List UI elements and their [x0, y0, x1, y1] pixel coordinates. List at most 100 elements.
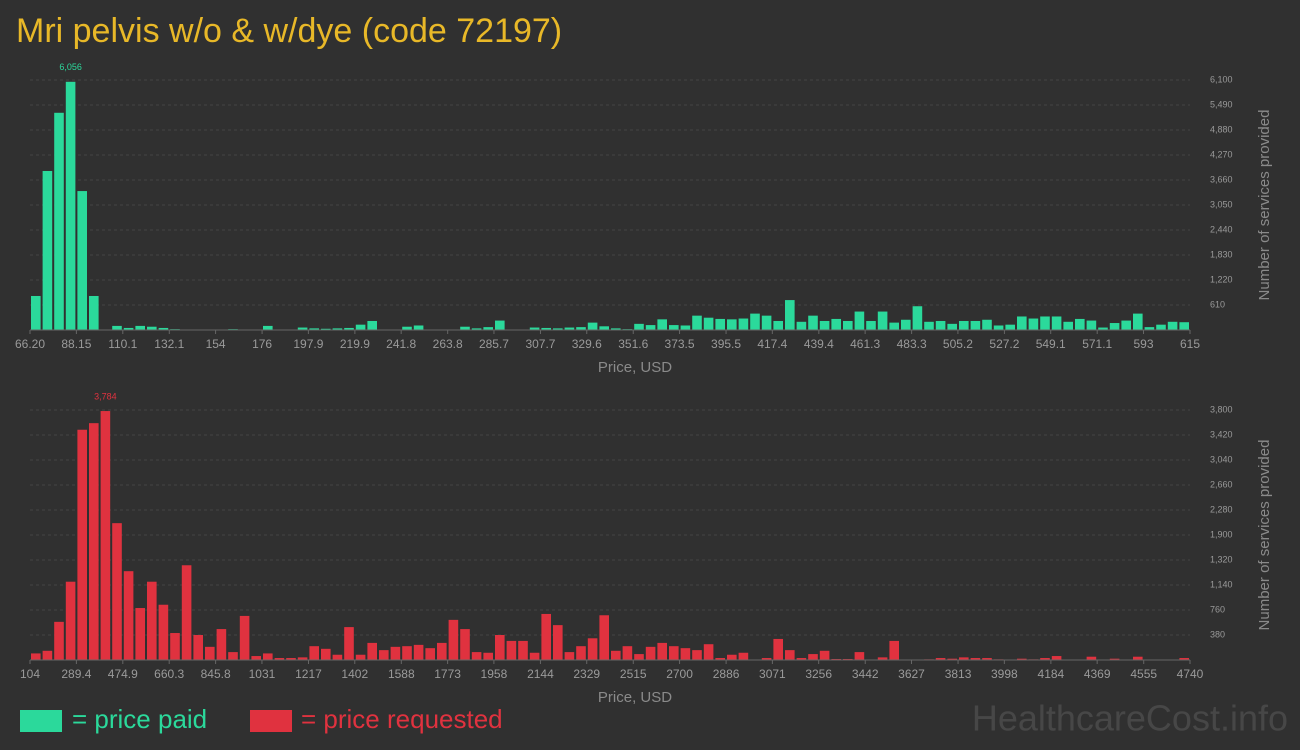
- bar: [471, 652, 482, 660]
- bar: [1051, 656, 1062, 660]
- bar: [877, 657, 888, 660]
- x-tick-label: 351.6: [618, 337, 648, 351]
- bar: [935, 320, 946, 330]
- x-tick-label: 2329: [573, 667, 600, 681]
- bar: [31, 653, 41, 660]
- bar: [495, 320, 505, 330]
- bar: [680, 325, 691, 330]
- bar: [727, 319, 737, 330]
- bar: [1063, 321, 1073, 330]
- bar: [680, 648, 691, 660]
- bar: [321, 648, 331, 660]
- legend-swatch: [20, 710, 62, 732]
- x-tick-label: 3813: [945, 667, 972, 681]
- x-tick-label: 104: [20, 667, 40, 681]
- bar: [147, 326, 157, 330]
- y-tick-label: 760: [1210, 604, 1225, 614]
- bar: [332, 328, 343, 330]
- bar: [645, 325, 656, 330]
- bar: [321, 328, 331, 330]
- x-tick-label: 373.5: [665, 337, 695, 351]
- x-tick-label: 1958: [481, 667, 508, 681]
- y-tick-label: 2,280: [1210, 504, 1233, 514]
- bar: [773, 320, 783, 330]
- bar: [982, 319, 992, 330]
- bar: [843, 320, 853, 330]
- bar: [495, 635, 505, 660]
- legend-label: = price paid: [72, 704, 207, 734]
- bar: [889, 640, 899, 660]
- bar: [947, 658, 957, 660]
- x-tick-label: 1773: [434, 667, 461, 681]
- y-tick-label: 1,140: [1210, 579, 1233, 589]
- bar: [1086, 320, 1097, 330]
- bar: [935, 658, 946, 660]
- bar: [993, 325, 1004, 330]
- bar: [1167, 321, 1178, 330]
- bar: [692, 315, 702, 330]
- bar: [634, 323, 644, 330]
- bar: [1179, 658, 1189, 660]
- bar: [367, 320, 377, 330]
- bar: [959, 657, 969, 660]
- bar: [703, 644, 714, 660]
- bar: [309, 646, 319, 660]
- bar: [112, 523, 122, 660]
- bar: [1098, 327, 1108, 330]
- bar: [877, 311, 888, 330]
- x-tick-label: 483.3: [897, 337, 927, 351]
- bar: [738, 652, 749, 660]
- x-tick-label: 4184: [1038, 667, 1065, 681]
- bar: [483, 327, 493, 330]
- bar: [912, 306, 923, 330]
- bar: [425, 648, 435, 660]
- bar: [437, 642, 447, 660]
- bar: [761, 658, 772, 660]
- x-tick-label: 4740: [1177, 667, 1204, 681]
- x-tick-label: 527.2: [989, 337, 1019, 351]
- bar: [193, 635, 203, 660]
- bar: [65, 81, 76, 330]
- bar: [831, 318, 841, 330]
- x-axis-title: Price, USD: [598, 359, 672, 376]
- bar: [471, 328, 482, 330]
- bar: [541, 327, 551, 330]
- bar: [1017, 658, 1027, 660]
- bar: [982, 658, 992, 660]
- y-axis-title: Number of services provided: [1256, 440, 1273, 631]
- y-tick-label: 1,320: [1210, 554, 1233, 564]
- bar: [251, 656, 261, 660]
- bar: [460, 629, 470, 660]
- x-tick-label: 571.1: [1082, 337, 1112, 351]
- bar: [297, 657, 308, 660]
- bar: [297, 327, 308, 330]
- x-tick-label: 329.6: [572, 337, 602, 351]
- x-tick-label: 593: [1133, 337, 1153, 351]
- bar: [460, 326, 470, 330]
- x-tick-label: 1588: [388, 667, 415, 681]
- bar: [529, 327, 540, 330]
- y-tick-label: 5,490: [1210, 99, 1233, 109]
- bar: [901, 319, 911, 330]
- bar: [170, 633, 180, 660]
- bar: [924, 321, 934, 330]
- bar: [1075, 318, 1085, 330]
- bar: [379, 650, 389, 660]
- bar: [657, 319, 667, 330]
- y-tick-label: 4,270: [1210, 149, 1233, 159]
- bar: [239, 615, 250, 660]
- x-tick-label: 263.8: [433, 337, 463, 351]
- bar: [808, 315, 818, 330]
- bar: [518, 640, 528, 660]
- bar: [100, 411, 111, 660]
- bar: [1109, 323, 1120, 330]
- bar: [703, 317, 714, 330]
- x-tick-label: 615: [1180, 337, 1200, 351]
- x-tick-label: 549.1: [1036, 337, 1066, 351]
- bar: [332, 654, 343, 660]
- bar: [274, 658, 285, 660]
- bar: [135, 608, 145, 660]
- bar: [112, 325, 122, 330]
- x-tick-label: 289.4: [61, 667, 91, 681]
